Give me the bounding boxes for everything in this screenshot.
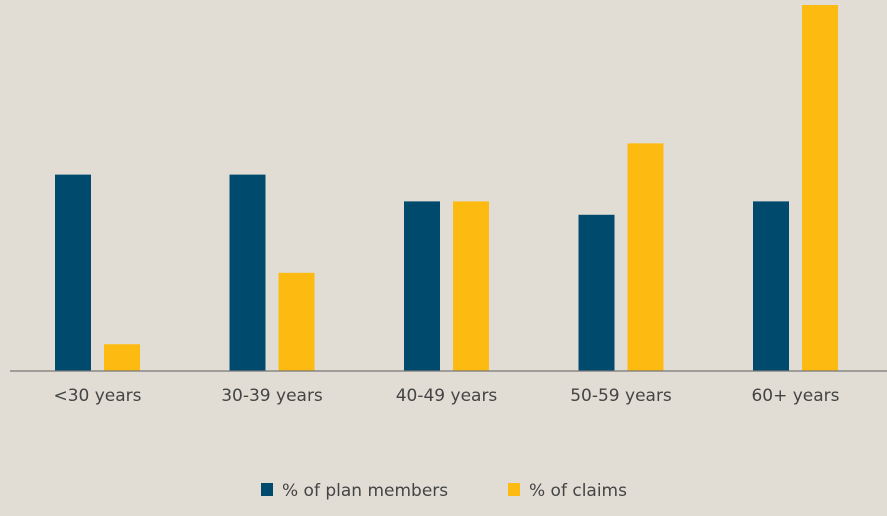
bar <box>453 201 489 371</box>
bar <box>578 214 615 371</box>
bar <box>229 174 266 371</box>
x-tick-label: 30-39 years <box>221 386 323 406</box>
x-tick-label: 40-49 years <box>396 386 498 406</box>
bar <box>404 201 440 371</box>
bar <box>627 143 664 371</box>
legend-swatch <box>508 483 520 496</box>
x-tick-label: 50-59 years <box>570 386 672 406</box>
x-tick-label: <30 years <box>53 386 141 406</box>
legend-label: % of claims <box>529 481 627 501</box>
bar <box>104 344 140 371</box>
x-tick-label: 60+ years <box>751 386 839 406</box>
legend-label: % of plan members <box>282 481 448 501</box>
bar <box>55 174 91 371</box>
legend-swatch <box>261 483 273 496</box>
bar <box>802 5 838 371</box>
bar <box>278 272 315 371</box>
bar <box>753 201 789 371</box>
